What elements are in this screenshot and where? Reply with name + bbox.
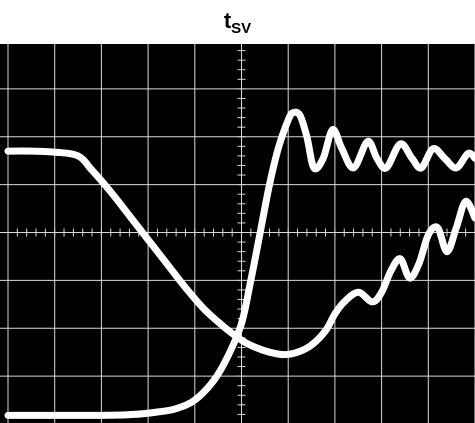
graticule: [0, 44, 475, 423]
oscilloscope-screen: [0, 44, 475, 423]
title-subscript: SV: [231, 20, 252, 37]
chart-title: tSV: [0, 8, 475, 37]
waveform-traces: [4, 108, 475, 419]
screen-background: [0, 44, 475, 423]
waveform-trace-1: [4, 147, 475, 359]
waveform-trace-2: [4, 108, 475, 419]
title-main: t: [223, 8, 232, 33]
